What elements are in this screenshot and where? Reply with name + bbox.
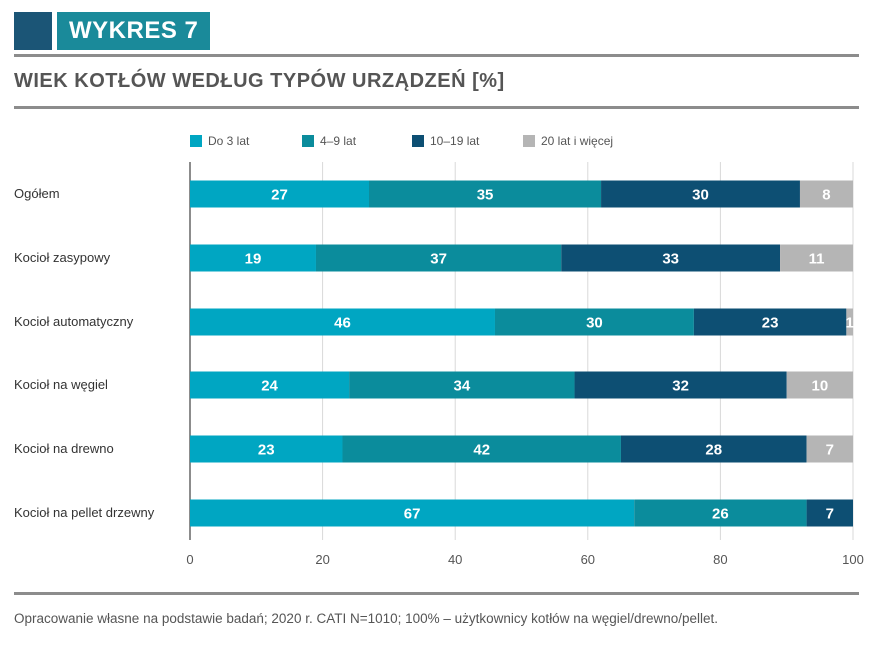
legend-item-1: 4–9 lat: [302, 134, 356, 148]
data-label: 19: [245, 251, 262, 268]
data-label: 24: [261, 378, 278, 395]
bar-segment: [634, 499, 807, 527]
bar-segment: [799, 180, 853, 208]
legend-label-3: 20 lat i więcej: [541, 134, 614, 148]
legend-item-3: 20 lat i więcej: [523, 134, 613, 148]
bar-segment: [494, 308, 694, 336]
data-label: 23: [762, 315, 779, 332]
category-label: Kocioł na drewno: [14, 441, 114, 456]
chart-title: WIEK KOTŁÓW WEDŁUG TYPÓW URZĄDZEŃ [%]: [14, 70, 505, 92]
data-label: 32: [672, 378, 689, 395]
x-tick-label: 40: [448, 552, 462, 567]
legend-swatch-0: [190, 135, 202, 147]
bar-segment: [806, 499, 853, 527]
x-tick-label: 0: [186, 552, 193, 567]
top-rule: [14, 54, 859, 57]
bar-segment: [349, 371, 575, 399]
category-label: Kocioł na pellet drzewny: [14, 505, 155, 520]
bottom-rule: [14, 592, 859, 595]
data-label: 7: [826, 442, 834, 459]
category-label: Ogółem: [14, 186, 60, 201]
legend-label-2: 10–19 lat: [430, 134, 480, 148]
data-label: 30: [692, 187, 709, 204]
data-label: 37: [430, 251, 447, 268]
data-label: 33: [662, 251, 679, 268]
data-label: 1: [846, 315, 854, 332]
bar-segment: [693, 308, 847, 336]
legend-label-0: Do 3 lat: [208, 134, 250, 148]
bar-segment: [190, 244, 316, 272]
data-label: 30: [586, 315, 603, 332]
bar-segment: [369, 180, 602, 208]
data-label: 35: [477, 187, 494, 204]
legend-swatch-1: [302, 135, 314, 147]
category-label: Kocioł na węgiel: [14, 377, 108, 392]
data-label: 34: [453, 378, 470, 395]
bar-segment: [190, 308, 495, 336]
legend-label-1: 4–9 lat: [320, 134, 357, 148]
data-label: 11: [809, 251, 825, 268]
bar-segment: [190, 180, 370, 208]
bar-segment: [846, 308, 853, 336]
x-tick-label: 100: [842, 552, 864, 567]
x-tick-label: 60: [581, 552, 595, 567]
data-label: 46: [334, 315, 351, 332]
data-label: 23: [258, 442, 275, 459]
legend-swatch-2: [412, 135, 424, 147]
data-label: 10: [812, 378, 829, 395]
data-label: 67: [404, 506, 421, 523]
data-label: 7: [826, 506, 834, 523]
bar-segment: [806, 435, 853, 463]
category-label: Kocioł zasypowy: [14, 250, 111, 265]
data-label: 8: [822, 187, 830, 204]
bar-segment: [574, 371, 787, 399]
data-label: 28: [705, 442, 722, 459]
header-square: [14, 12, 52, 50]
bar-segment: [190, 371, 350, 399]
title-rule: [14, 106, 859, 109]
bar-segment: [190, 499, 635, 527]
legend-item-0: Do 3 lat: [190, 134, 249, 148]
data-label: 26: [712, 506, 729, 523]
x-tick-label: 80: [713, 552, 727, 567]
data-label: 42: [473, 442, 490, 459]
bar-segment: [786, 371, 853, 399]
category-label: Kocioł automatyczny: [14, 314, 134, 329]
bar-segment: [315, 244, 562, 272]
legend-item-2: 10–19 lat: [412, 134, 479, 148]
bar-segment: [780, 244, 853, 272]
data-label: 27: [271, 187, 288, 204]
bar-segment: [601, 180, 800, 208]
legend-swatch-3: [523, 135, 535, 147]
x-tick-label: 20: [315, 552, 329, 567]
bar-segment: [342, 435, 621, 463]
figure-label: WYKRES 7: [57, 12, 211, 50]
bar-segment: [190, 435, 343, 463]
bar-segment: [620, 435, 807, 463]
source-note: Opracowanie własne na podstawie badań; 2…: [14, 611, 719, 626]
bar-segment: [561, 244, 781, 272]
